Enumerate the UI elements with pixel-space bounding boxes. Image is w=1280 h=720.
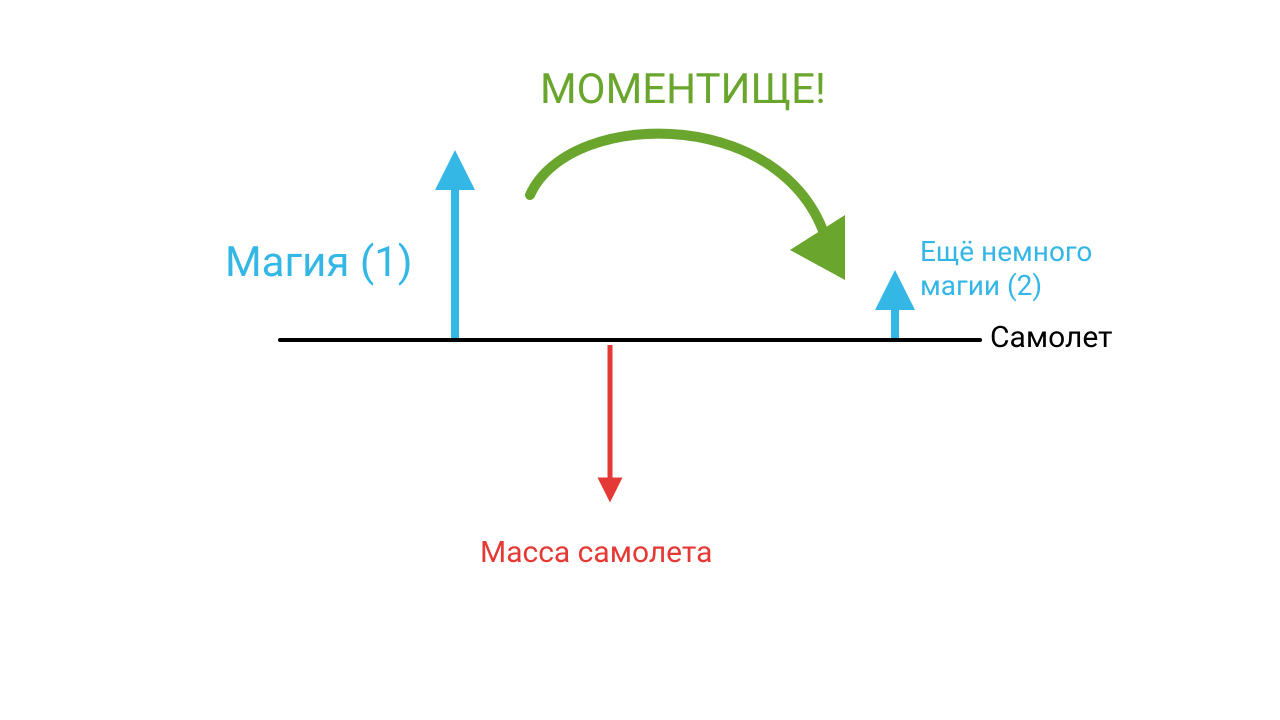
force-magic-2-label: Ещё немного магии (2) [920,235,1092,302]
airplane-label: Самолет [990,320,1113,356]
moment-arc [530,134,830,255]
moment-label: МОМЕНТИЩЕ! [540,65,826,115]
force-mass-label: Масса самолета [480,535,712,571]
force-magic-1-label: Магия (1) [225,238,412,288]
